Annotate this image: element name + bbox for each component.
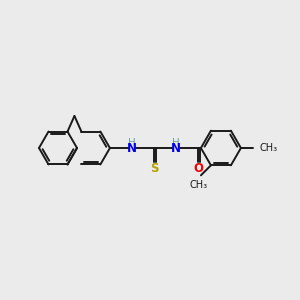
Text: H: H [128,138,136,148]
Text: O: O [193,163,203,176]
Text: S: S [150,163,158,176]
Text: N: N [171,142,181,154]
Text: CH₃: CH₃ [190,180,208,190]
Text: CH₃: CH₃ [260,143,278,153]
Text: H: H [172,138,180,148]
Text: N: N [127,142,137,154]
